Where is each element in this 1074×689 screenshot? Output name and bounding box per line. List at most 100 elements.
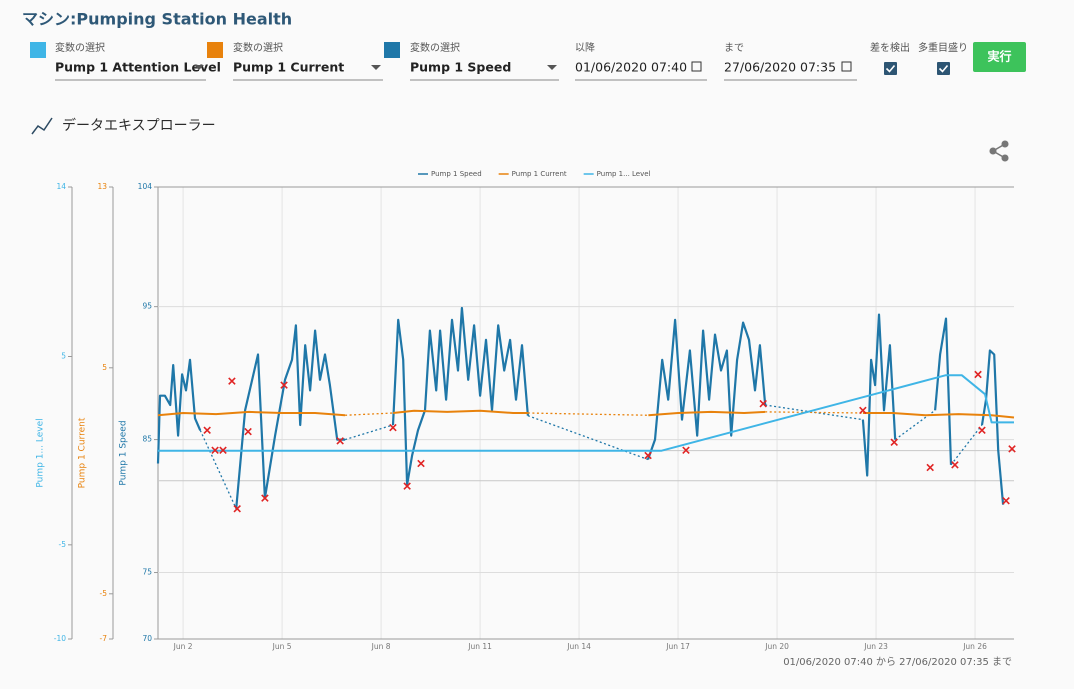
y-axis-title: Pump 1 Current <box>78 417 88 488</box>
button-bg <box>973 42 1026 72</box>
checkbox-box <box>884 62 897 75</box>
date-label: 以降 <box>575 41 595 54</box>
x-tick-label: Jun 8 <box>371 642 391 651</box>
legend-label: Pump 1 Speed <box>431 170 482 178</box>
anomaly-marker <box>244 427 252 436</box>
x-tick-label: Jun 5 <box>272 642 292 651</box>
date-to[interactable]: まで 27/06/2020 07:35 <box>724 42 857 81</box>
y-tick-label: 95 <box>142 302 152 311</box>
dropdown-arrow <box>547 65 557 70</box>
gap-bridge <box>527 415 649 461</box>
y-tick-label: -5 <box>100 589 108 598</box>
anomaly-marker <box>417 459 425 468</box>
gap-bridge <box>527 412 649 416</box>
select-label: 変数の選択 <box>410 41 460 54</box>
checkbox-label: 差を検出 <box>870 41 910 54</box>
date-from[interactable]: 以降 01/06/2020 07:40 <box>575 41 707 81</box>
explorer-icon <box>31 117 53 135</box>
series-line <box>156 306 1005 509</box>
variable-select[interactable]: 変数の選択 Pump 1 Current <box>207 41 383 81</box>
anomaly-marker <box>403 482 411 490</box>
anomaly-marker <box>951 461 959 469</box>
x-tick-label: Jun 20 <box>764 642 789 651</box>
anomaly-marker <box>211 446 219 454</box>
variable-select[interactable]: 変数の選択 Pump 1 Speed <box>384 41 559 81</box>
date-value: 27/06/2020 07:35 <box>724 60 836 75</box>
y-tick-label: 70 <box>142 634 152 643</box>
anomaly-marker <box>974 370 982 379</box>
checkmark <box>938 64 949 73</box>
series-line <box>157 409 1015 419</box>
gap-bridge <box>199 430 237 509</box>
button-label: 実行 <box>987 49 1011 64</box>
page-title: マシン:Pumping Station Health <box>22 10 292 29</box>
y-tick-label: 14 <box>56 182 66 191</box>
color-swatch <box>384 42 400 58</box>
y-axis-title: Pump 1 Speed <box>119 420 129 485</box>
series-line <box>158 374 1014 452</box>
anomaly-marker <box>890 438 898 447</box>
anomaly-marker <box>1008 445 1016 453</box>
legend-label: Pump 1 Current <box>512 170 567 178</box>
checkbox-box <box>937 62 950 75</box>
share-button[interactable] <box>989 140 1009 162</box>
calendar-icon <box>841 61 852 72</box>
section-title: データエキスプローラー <box>62 117 216 134</box>
checkmark <box>885 64 896 73</box>
anomaly-marker <box>233 504 241 513</box>
y-tick-label: 5 <box>102 363 107 372</box>
variable-select[interactable]: 変数の選択 Pump 1 Attention Level <box>30 41 221 81</box>
anomaly-marker <box>682 446 690 454</box>
run-button[interactable]: 実行 <box>973 42 1026 72</box>
y-tick-label: 104 <box>138 182 153 191</box>
legend-label: Pump 1... Level <box>597 170 651 178</box>
x-tick-label: Jun 17 <box>665 642 690 651</box>
anomaly-marker <box>859 406 867 415</box>
anomaly-marker <box>644 451 652 460</box>
gap-bridge <box>345 412 393 416</box>
gap-bridge <box>765 404 863 421</box>
select-value: Pump 1 Current <box>233 60 344 75</box>
dropdown-arrow <box>194 65 204 70</box>
gap-bridge <box>765 411 863 414</box>
anomaly-marker <box>978 426 986 435</box>
anomaly-marker <box>219 446 227 454</box>
select-value: Pump 1 Attention Level <box>55 60 221 75</box>
select-label: 変数の選択 <box>233 41 283 54</box>
gap-bridge <box>344 424 394 441</box>
range-footer: 01/06/2020 07:40 から 27/06/2020 07:35 まで <box>783 656 1012 668</box>
y-tick-label: -10 <box>54 634 66 643</box>
select-value: Pump 1 Speed <box>410 60 511 75</box>
anomaly-marker <box>759 399 767 408</box>
date-value: 01/06/2020 07:40 <box>575 60 687 75</box>
checkbox-label: 多重目盛り <box>918 41 968 54</box>
anomaly-marker <box>1002 496 1010 505</box>
date-label: まで <box>724 42 744 54</box>
x-tick-label: Jun 23 <box>863 642 888 651</box>
x-tick-label: Jun 26 <box>962 642 987 651</box>
chart: Jun 2 Jun 5 Jun 8 Jun 11 Jun 14 Jun 17 Jun 20 J… <box>36 170 1016 651</box>
y-axis-title: Pump 1... Level <box>36 418 46 487</box>
anomaly-marker <box>261 494 269 502</box>
anomaly-marker <box>926 463 934 472</box>
y-tick-label: 75 <box>142 568 152 577</box>
anomaly-marker <box>389 423 397 432</box>
color-swatch <box>207 42 223 58</box>
anomaly-marker <box>280 381 288 389</box>
anomaly-marker <box>228 377 236 385</box>
anomaly-marker <box>336 437 344 445</box>
color-swatch <box>30 42 46 58</box>
anomaly-marker <box>203 426 211 435</box>
dropdown-arrow <box>371 65 381 70</box>
y-tick-label: 85 <box>142 435 152 444</box>
checkbox[interactable]: 差を検出 <box>870 41 910 75</box>
calendar-icon <box>691 61 702 72</box>
x-tick-label: Jun 11 <box>467 642 492 651</box>
y-tick-label: 13 <box>97 182 107 191</box>
x-tick-label: Jun 2 <box>173 642 193 651</box>
y-tick-label: -5 <box>59 540 67 549</box>
share-link <box>991 143 1006 159</box>
y-tick-label: 5 <box>61 352 66 361</box>
checkbox[interactable]: 多重目盛り <box>918 41 968 75</box>
